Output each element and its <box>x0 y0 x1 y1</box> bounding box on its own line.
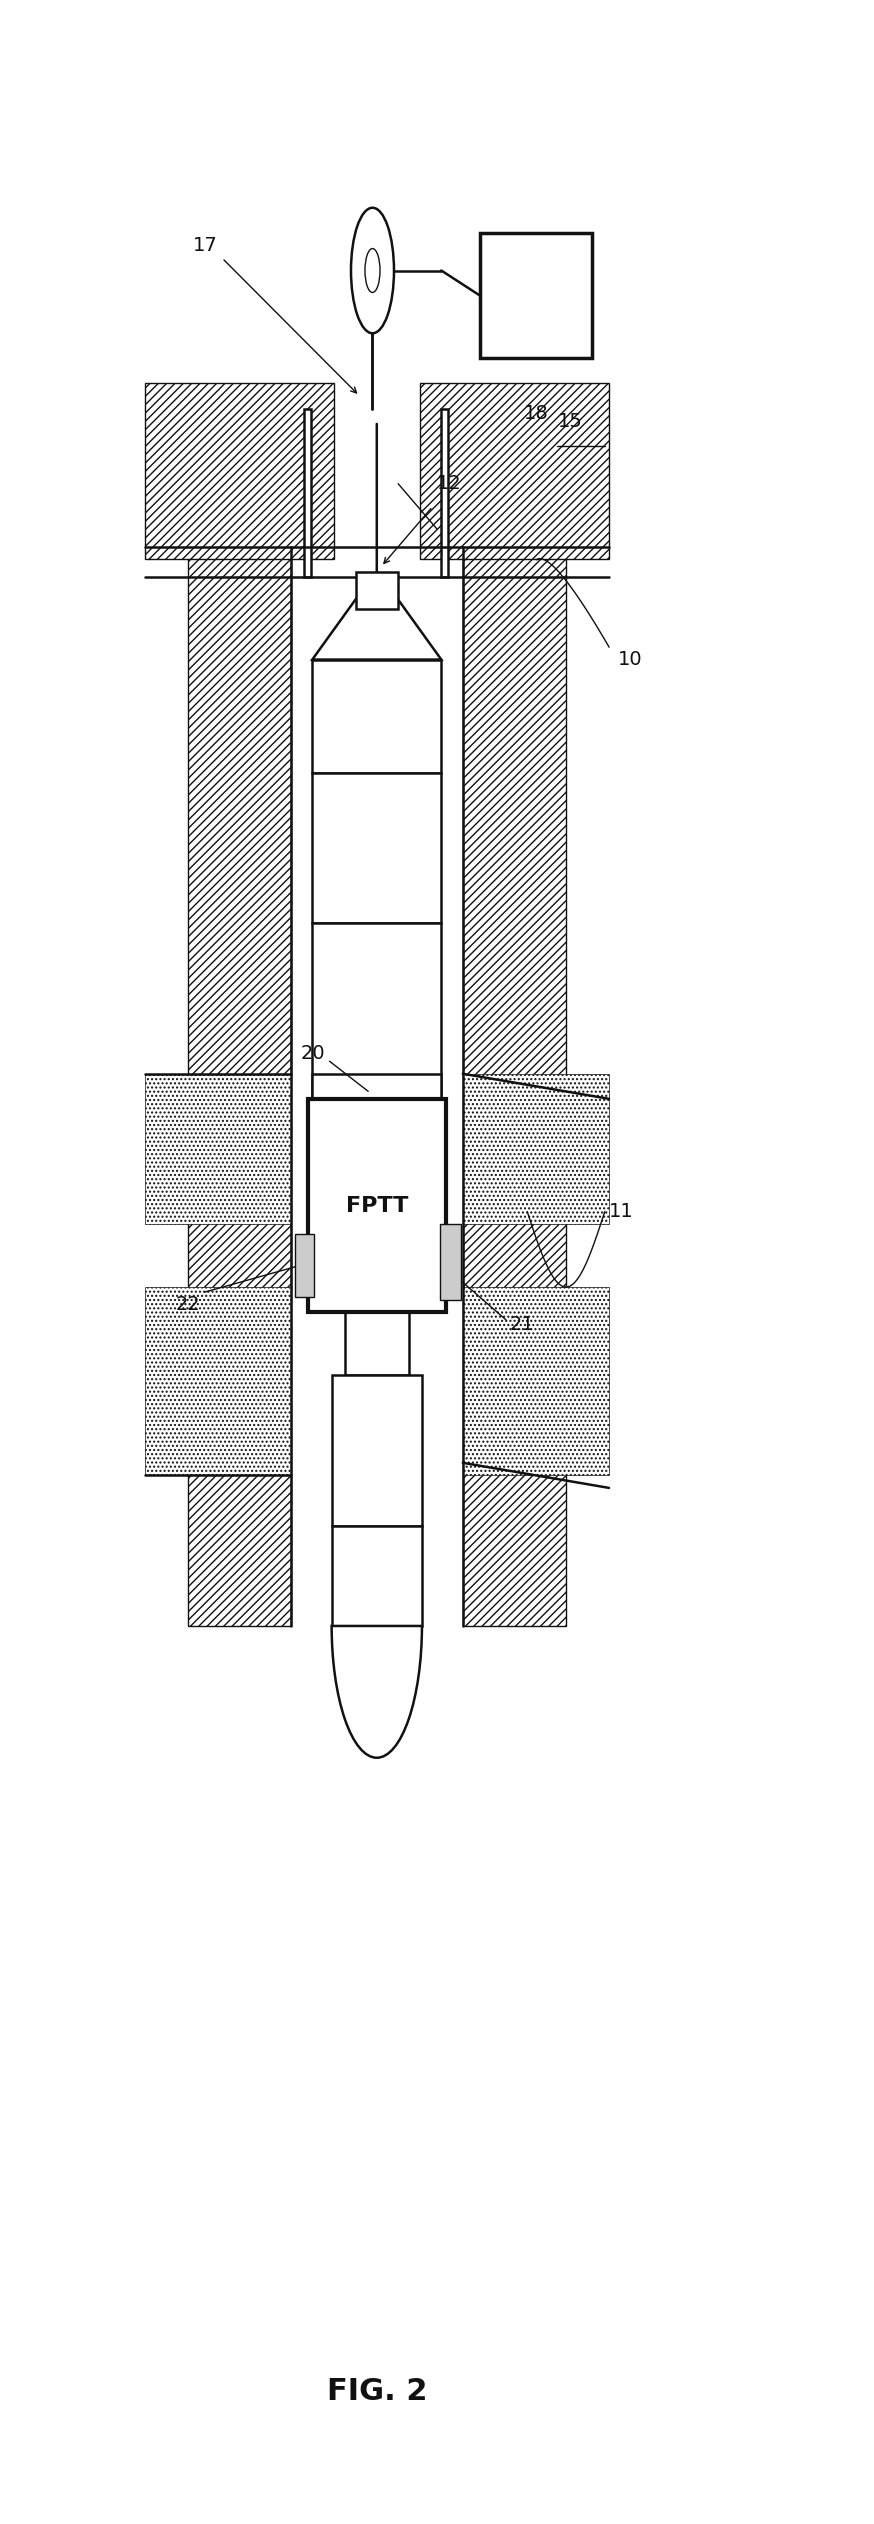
Bar <box>344 1312 409 1376</box>
Text: 17: 17 <box>193 235 218 255</box>
Circle shape <box>351 207 394 333</box>
Polygon shape <box>420 384 609 560</box>
Polygon shape <box>463 1287 609 1477</box>
Bar <box>331 1376 422 1524</box>
Text: 10: 10 <box>618 651 642 669</box>
Bar <box>356 573 398 608</box>
Bar <box>440 409 448 578</box>
Text: 11: 11 <box>609 1201 634 1222</box>
Text: FPTT: FPTT <box>345 1196 408 1217</box>
Text: 18: 18 <box>524 404 548 422</box>
Bar <box>480 232 592 358</box>
Bar <box>312 659 441 772</box>
Polygon shape <box>144 384 334 560</box>
Text: 20: 20 <box>301 1045 325 1063</box>
Bar <box>312 772 441 924</box>
Bar <box>440 1224 461 1300</box>
Text: 12: 12 <box>437 475 461 492</box>
Bar <box>312 924 441 1098</box>
Text: FIG. 2: FIG. 2 <box>327 2378 427 2405</box>
Circle shape <box>365 247 380 293</box>
Polygon shape <box>144 1287 291 1477</box>
Bar <box>331 1524 422 1625</box>
Polygon shape <box>463 1073 609 1224</box>
Polygon shape <box>312 596 441 659</box>
Polygon shape <box>144 1073 291 1224</box>
Wedge shape <box>331 1625 422 1757</box>
Polygon shape <box>188 535 291 1625</box>
Text: 21: 21 <box>510 1315 535 1335</box>
Bar <box>312 1098 441 1275</box>
Polygon shape <box>463 535 566 1625</box>
Bar <box>308 1098 446 1312</box>
Bar <box>295 1234 314 1297</box>
Text: 15: 15 <box>558 411 582 432</box>
Text: 22: 22 <box>176 1295 200 1315</box>
Bar <box>303 409 311 578</box>
Bar <box>312 1073 441 1275</box>
